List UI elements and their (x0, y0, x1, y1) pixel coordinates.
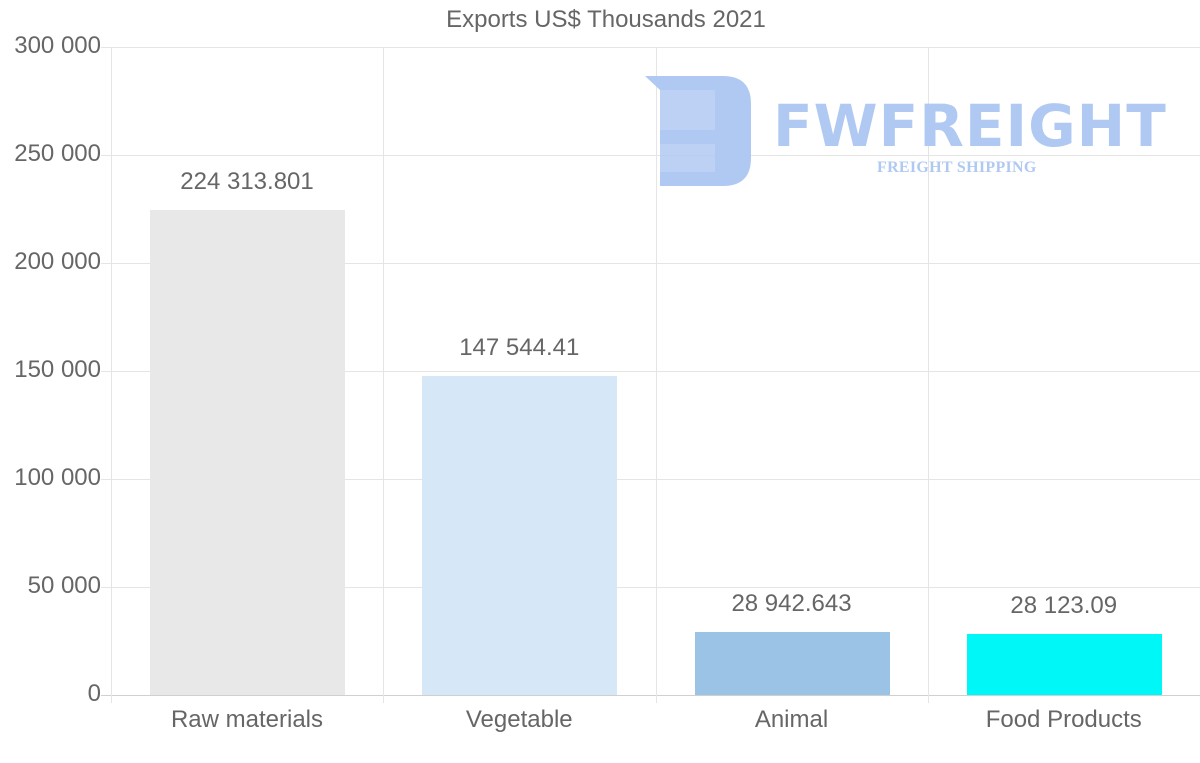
bar-value-label: 28 942.643 (731, 590, 852, 618)
x-gridline (383, 47, 385, 703)
y-gridline (101, 155, 1200, 156)
y-tick-label: 100 000 (14, 464, 101, 491)
y-tick-label: 0 (87, 680, 101, 707)
watermark-brand: FWFREIGHT (773, 92, 1167, 160)
y-gridline (101, 263, 1200, 264)
watermark-logo: FWFREIGHT FREIGHT SHIPPING (645, 72, 1166, 190)
y-tick-label: 250 000 (14, 140, 101, 167)
y-tick-label: 200 000 (14, 248, 101, 275)
bar-animal[interactable] (694, 632, 890, 695)
watermark-tagline: FREIGHT SHIPPING (877, 159, 1037, 176)
bar-food-products[interactable] (966, 634, 1162, 695)
y-gridline (101, 47, 1200, 48)
bar-value-label: 147 544.41 (459, 334, 580, 362)
fwfreight-logo-icon (645, 76, 751, 186)
x-gridline (655, 47, 657, 703)
bar-vegetable[interactable] (422, 376, 618, 695)
y-tick-label: 150 000 (14, 356, 101, 383)
x-tick-label: Animal (754, 706, 829, 733)
y-gridline (101, 371, 1200, 372)
bar-value-label: 28 123.09 (1010, 592, 1118, 620)
bar-value-label: 224 313.801 (180, 168, 314, 196)
plot-area: 224 313.801 147 544.41 28 942.643 28 123.09 (101, 47, 1200, 703)
x-tick-label: Raw materials (170, 706, 324, 733)
y-gridline (101, 695, 1200, 696)
y-gridline (101, 587, 1200, 588)
y-gridline (101, 479, 1200, 480)
x-gridline (927, 47, 929, 703)
y-tick-label: 50 000 (27, 572, 101, 599)
x-tick-label: Food Products (985, 706, 1142, 733)
bar-raw-materials[interactable] (150, 210, 345, 695)
y-tick-label: 300 000 (14, 32, 101, 59)
x-tick-label: Vegetable (465, 706, 573, 733)
x-gridline (111, 47, 112, 703)
chart-title: Exports US$ Thousands 2021 (446, 6, 766, 33)
